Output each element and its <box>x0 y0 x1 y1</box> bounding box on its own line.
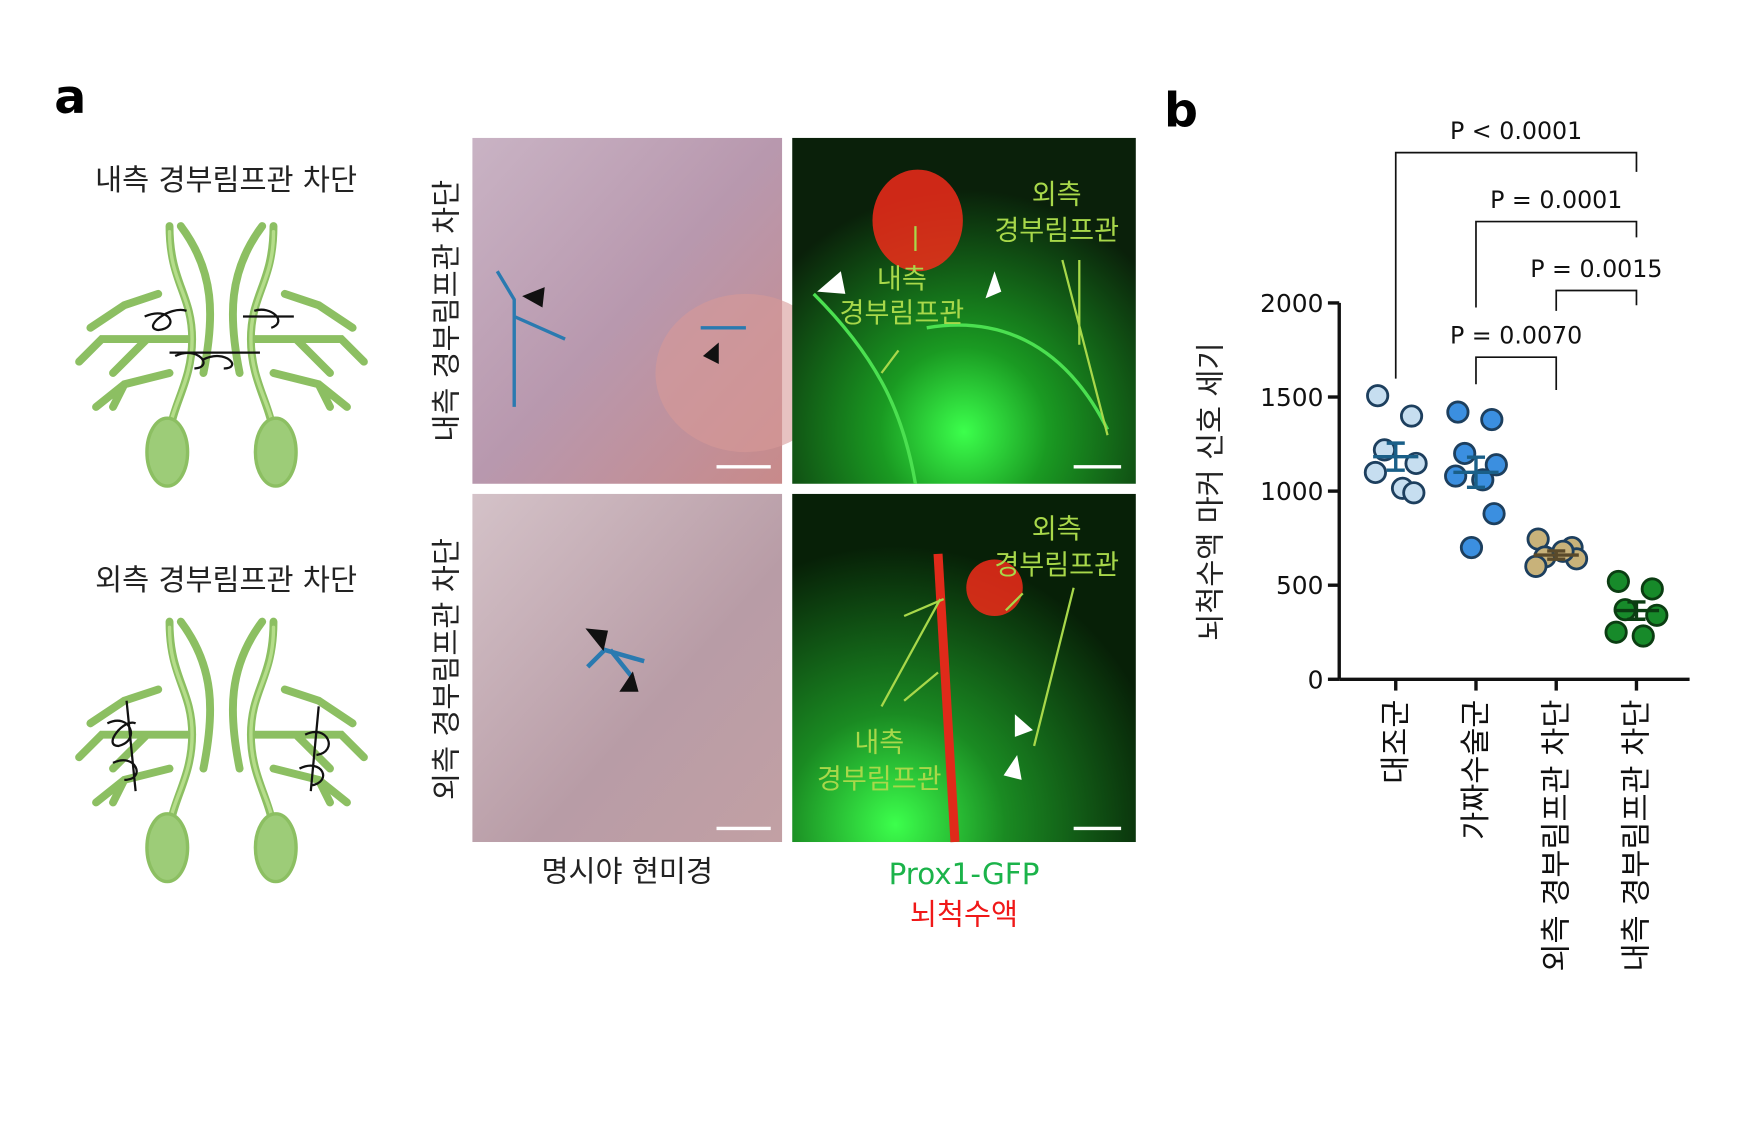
significance-bracket <box>1394 151 1638 379</box>
y-tick-label: 1500 <box>1260 383 1323 412</box>
p-value: P = 0.0015 <box>1530 255 1662 283</box>
data-point <box>1480 408 1504 432</box>
data-point <box>1604 620 1628 644</box>
data-point <box>1484 453 1508 477</box>
data-point <box>1446 400 1470 424</box>
row-label: 외측 경부림프관 차단 <box>430 538 464 800</box>
data-point <box>1524 554 1548 578</box>
data-point <box>1453 441 1477 466</box>
x-tick-label: 대조군 <box>1379 700 1414 784</box>
panel-label: a <box>54 70 86 125</box>
x-tick-label: 가짜수술군 <box>1459 700 1494 840</box>
y-tick-label: 2000 <box>1260 289 1323 318</box>
data-point <box>1459 535 1484 560</box>
significance-bracket <box>1475 356 1558 390</box>
significance-bracket <box>1555 289 1638 311</box>
significance-bracket <box>1475 220 1638 308</box>
data-point <box>1640 577 1664 601</box>
diagram-title: 내측 경부림프관 차단 <box>95 163 357 197</box>
column-label: 뇌척수액 <box>910 898 1018 932</box>
micrographs <box>472 137 1136 843</box>
x-tick-label: 외측 경부림프관 차단 <box>1539 700 1574 972</box>
column-label: Prox1-GFP <box>889 857 1040 891</box>
y-axis-label: 뇌척수액 마커 신호 세기 <box>1194 343 1228 641</box>
data-point <box>1402 481 1426 505</box>
data-point <box>1444 464 1468 488</box>
y-tick-label: 1000 <box>1260 477 1323 506</box>
y-tick-label: 500 <box>1276 571 1323 600</box>
data-point <box>1363 460 1387 485</box>
image-label: 경부림프관 <box>840 298 965 329</box>
image-label: 경부림프관 <box>817 764 942 795</box>
y-tick-label: 0 <box>1308 665 1324 694</box>
lymph-diagram <box>79 226 364 881</box>
panel-label: b <box>1164 84 1198 139</box>
column-label: 명시야 현미경 <box>541 855 713 889</box>
image-label: 내측 <box>854 728 904 759</box>
p-value: P = 0.0070 <box>1450 322 1582 350</box>
image-label: 경부림프관 <box>994 550 1119 581</box>
data-point <box>1631 624 1655 648</box>
image-label: 내측 <box>877 264 927 295</box>
p-value: P = 0.0001 <box>1490 186 1622 214</box>
image-label: 외측 <box>1032 179 1082 210</box>
image-label: 경부림프관 <box>994 216 1119 247</box>
data-point <box>1645 603 1669 627</box>
image-label: 외측 <box>1032 514 1082 545</box>
data-point <box>1606 569 1630 594</box>
diagram-title: 외측 경부림프관 차단 <box>95 563 357 597</box>
data-point <box>1366 384 1390 408</box>
x-tick-label: 내측 경부림프관 차단 <box>1620 700 1655 972</box>
data-point <box>1482 502 1506 526</box>
data-point <box>1399 404 1424 428</box>
row-label: 내측 경부림프관 차단 <box>430 180 464 442</box>
p-value: P < 0.0001 <box>1450 117 1582 145</box>
